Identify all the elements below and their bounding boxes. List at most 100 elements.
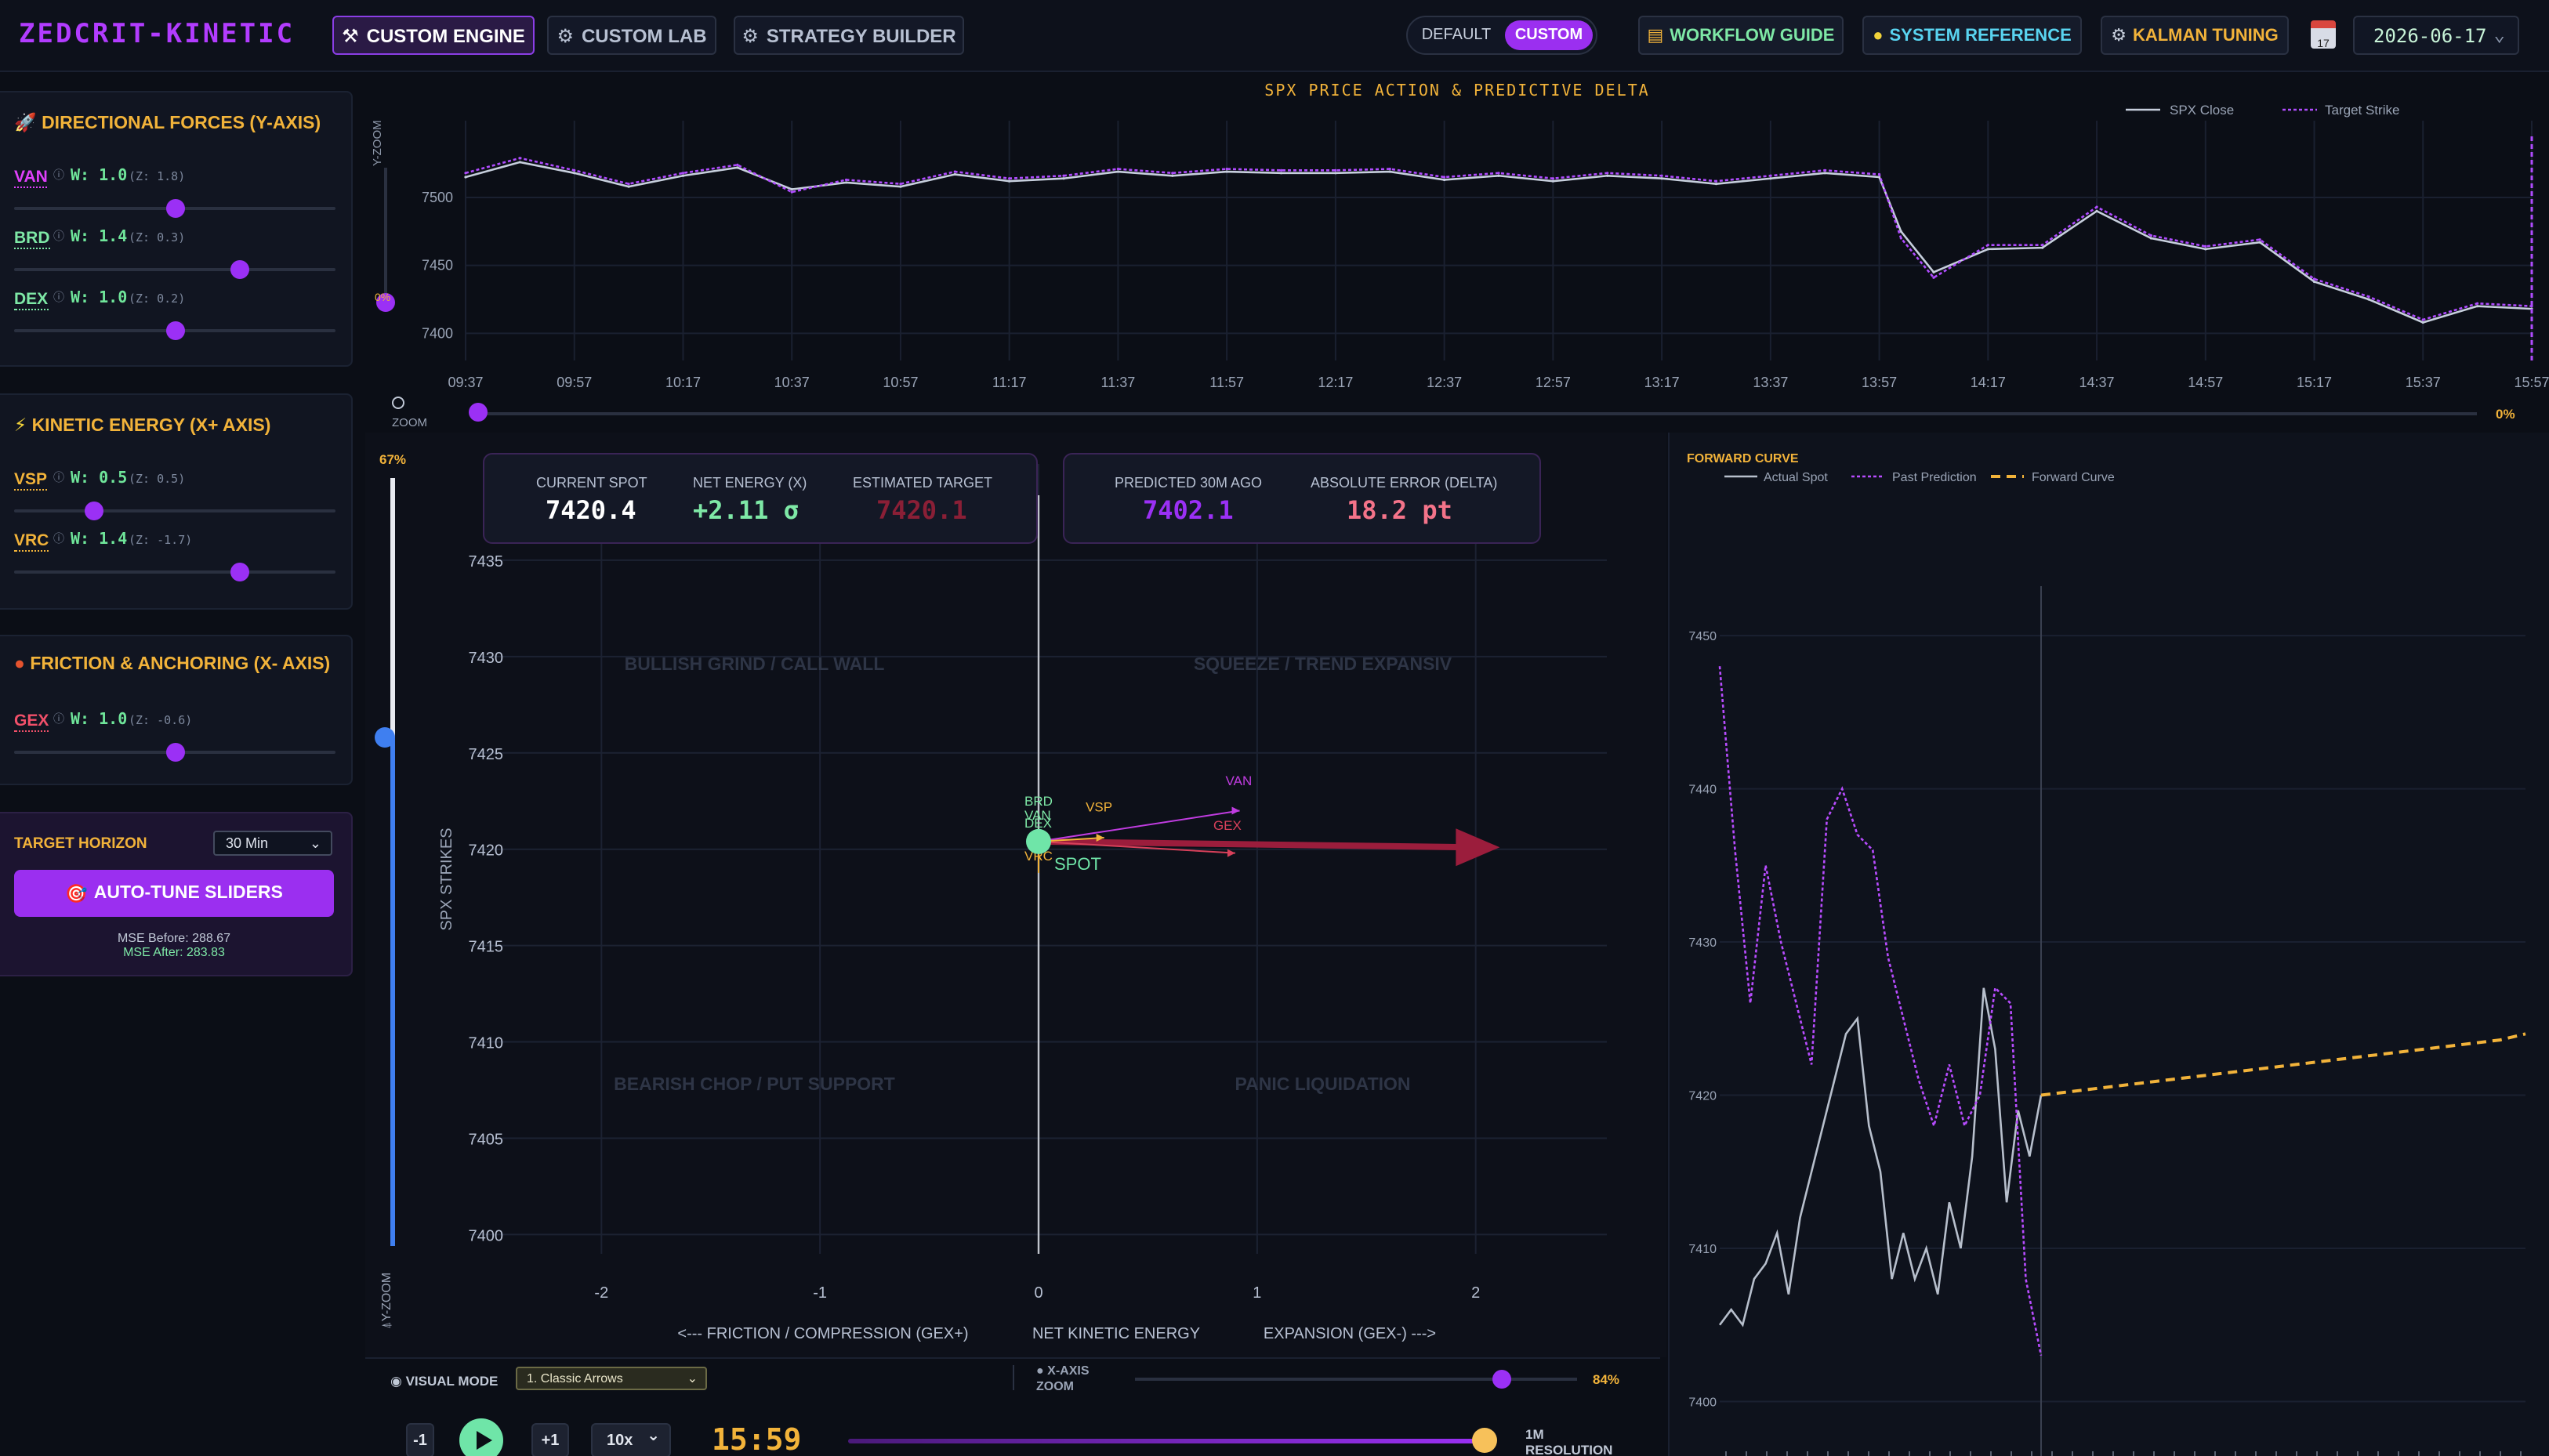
slider-weight: W: 1.0	[71, 168, 128, 185]
date-picker[interactable]: 2026-06-17 ⌄	[2353, 16, 2519, 55]
data-point	[899, 183, 902, 186]
x-axis-zoom-text2: ZOOM	[1036, 1379, 1074, 1393]
slider-name: DEX	[14, 290, 49, 310]
visual-mode-select[interactable]: 1. Classic Arrows ⌄	[516, 1367, 707, 1390]
visual-mode-label: ◉ VISUAL MODE	[390, 1373, 498, 1390]
auto-tune-button[interactable]: 🎯 AUTO-TUNE SLIDERS	[14, 870, 334, 917]
kinetic-title-text: KINETIC ENERGY (X+ AXIS)	[31, 417, 271, 436]
x-tick-label: 14:57	[2188, 375, 2223, 390]
predicted-value: 7402.1	[1143, 495, 1234, 525]
x-tick-label: 13:57	[1862, 375, 1897, 390]
time-track[interactable]	[848, 1439, 1486, 1443]
data-point	[1986, 244, 1989, 247]
workflow-guide-button[interactable]: ▤ WORKFLOW GUIDE	[1638, 16, 1844, 55]
top-y-zoom-track[interactable]	[384, 168, 387, 301]
net-energy-arrowhead	[1456, 828, 1500, 867]
slider-vsp[interactable]: VSP ⓘ W: 0.5 (Z: 0.5)	[14, 470, 335, 527]
friction-title: ● FRICTION & ANCHORING (X- AXIS)	[14, 655, 330, 674]
slider-vrc[interactable]: VRC ⓘ W: 1.4 (Z: -1.7)	[14, 531, 335, 588]
top-y-zoom-knob[interactable]	[376, 293, 395, 312]
play-button[interactable]	[459, 1418, 503, 1456]
tab-custom-engine[interactable]: ⚒ CUSTOM ENGINE	[332, 16, 535, 55]
data-point	[1769, 177, 1772, 180]
slider-knob[interactable]	[85, 502, 104, 520]
data-point	[2041, 246, 2044, 249]
speed-select[interactable]: 10x ⌄	[591, 1423, 671, 1456]
chevron-down-icon: ⌄	[2493, 24, 2505, 45]
legend-actual-spot: Actual Spot	[1764, 471, 1828, 484]
vector-head-vsp	[1096, 833, 1104, 842]
top-x-zoom-knob[interactable]	[469, 403, 488, 422]
mode-default[interactable]: DEFAULT	[1421, 27, 1492, 44]
quadrant-label: BEARISH CHOP / PUT SUPPORT	[614, 1074, 895, 1094]
step-back-button[interactable]: -1	[406, 1423, 434, 1456]
x-tick-label: 1	[1253, 1284, 1261, 1302]
x-axis-zoom-track[interactable]	[1135, 1378, 1577, 1381]
target-horizon-panel: TARGET HORIZON 30 Min ⌄ 🎯 AUTO-TUNE SLIDER…	[0, 812, 353, 976]
slider-track[interactable]	[14, 570, 335, 574]
slider-brd[interactable]: BRD ⓘ W: 1.4 (Z: 0.3)	[14, 229, 335, 285]
vector-label-van: VAN	[1226, 773, 1253, 788]
slider-track[interactable]	[14, 509, 335, 512]
forward-curve-panel: FORWARD CURVE 7400 7410 7420 7430 7440 7450 Ac…	[1668, 433, 2549, 1456]
vector-head-van	[1231, 806, 1240, 815]
x-axis-zoom-knob[interactable]	[1492, 1370, 1511, 1389]
slider-knob[interactable]	[165, 199, 184, 218]
kinetic-map-svg: -2 -1 0 1 2 7400 7405 7410 7415 7420 7425 7430 7435 B…	[438, 464, 1607, 1342]
time-knob[interactable]	[1472, 1428, 1497, 1453]
mode-custom[interactable]: CUSTOM	[1505, 20, 1593, 50]
data-point	[1443, 176, 1446, 179]
kinetic-map	[365, 433, 1666, 1357]
current-spot-label: CURRENT SPOT	[536, 475, 647, 491]
tab-strategy-builder[interactable]: ⚙ STRATEGY BUILDER	[734, 16, 964, 55]
mode-toggle[interactable]: DEFAULT CUSTOM	[1406, 16, 1597, 55]
ball-icon: ●	[14, 655, 25, 674]
y-tick-label: 7400	[422, 325, 453, 341]
data-point	[1334, 168, 1337, 172]
workflow-guide-label: WORKFLOW GUIDE	[1670, 26, 1835, 45]
tab-custom-lab[interactable]: ⚙ CUSTOM LAB	[547, 16, 716, 55]
x-tick-label: 12:17	[1318, 375, 1353, 390]
calendar-icon[interactable]: 17	[2311, 20, 2336, 50]
x-axis-zoom-pct: 84%	[1593, 1371, 1620, 1387]
slider-knob[interactable]	[230, 563, 248, 581]
book-icon: ▤	[1647, 27, 1664, 45]
y-tick-label: 7405	[469, 1131, 504, 1148]
top-x-zoom-track[interactable]	[478, 412, 2477, 415]
slider-zscore: (Z: -0.6)	[129, 713, 193, 727]
target-horizon-select[interactable]: 30 Min ⌄	[213, 831, 332, 856]
main-y-zoom-knob[interactable]	[375, 727, 395, 748]
x-tick-label: -1	[813, 1284, 827, 1302]
x-tick-label: 11:57	[1209, 375, 1244, 390]
auto-tune-label: AUTO-TUNE SLIDERS	[93, 884, 283, 903]
vector-head-gex	[1227, 849, 1235, 857]
kalman-tuning-button[interactable]: ⚙ KALMAN TUNING	[2101, 16, 2289, 55]
prediction-info-box: PREDICTED 30M AGO 7402.1 ABSOLUTE ERROR …	[1063, 453, 1541, 544]
slider-dex[interactable]: DEX ⓘ W: 1.0 (Z: 0.2)	[14, 290, 335, 346]
play-icon	[477, 1431, 492, 1450]
slider-track[interactable]	[14, 268, 335, 271]
y-tick-label: 7400	[1688, 1396, 1717, 1409]
data-point	[1986, 248, 1989, 251]
slider-knob[interactable]	[165, 743, 184, 762]
slider-knob[interactable]	[230, 260, 248, 279]
slider-knob[interactable]	[165, 321, 184, 340]
data-point	[2258, 241, 2261, 244]
quadrant-label: PANIC LIQUIDATION	[1235, 1074, 1410, 1094]
quadrant-label: SQUEEZE / TREND EXPANSIV	[1194, 654, 1452, 674]
directional-forces-title: 🚀 DIRECTIONAL FORCES (Y-AXIS)	[14, 111, 321, 133]
system-reference-label: SYSTEM REFERENCE	[1889, 26, 2072, 45]
info-icon: ⓘ	[53, 534, 64, 545]
slider-van[interactable]: VAN ⓘ W: 1.0 (Z: 1.8)	[14, 168, 335, 224]
legend-target-strike: Target Strike	[2325, 103, 2399, 118]
main-y-zoom-label: ⍋Y-ZOOM	[379, 1273, 395, 1329]
slider-weight: W: 1.0	[71, 712, 128, 729]
step-forward-button[interactable]: +1	[531, 1423, 569, 1456]
x-axis-label-left: <--- FRICTION / COMPRESSION (GEX+)	[677, 1325, 968, 1342]
system-reference-button[interactable]: ● SYSTEM REFERENCE	[1862, 16, 2082, 55]
data-point	[1062, 177, 1065, 180]
x-tick-label: 09:57	[557, 375, 592, 390]
data-point	[2476, 302, 2479, 305]
wand-icon: ⚒	[342, 24, 359, 46]
slider-gex[interactable]: GEX ⓘ W: 1.0 (Z: -0.6)	[14, 712, 335, 768]
